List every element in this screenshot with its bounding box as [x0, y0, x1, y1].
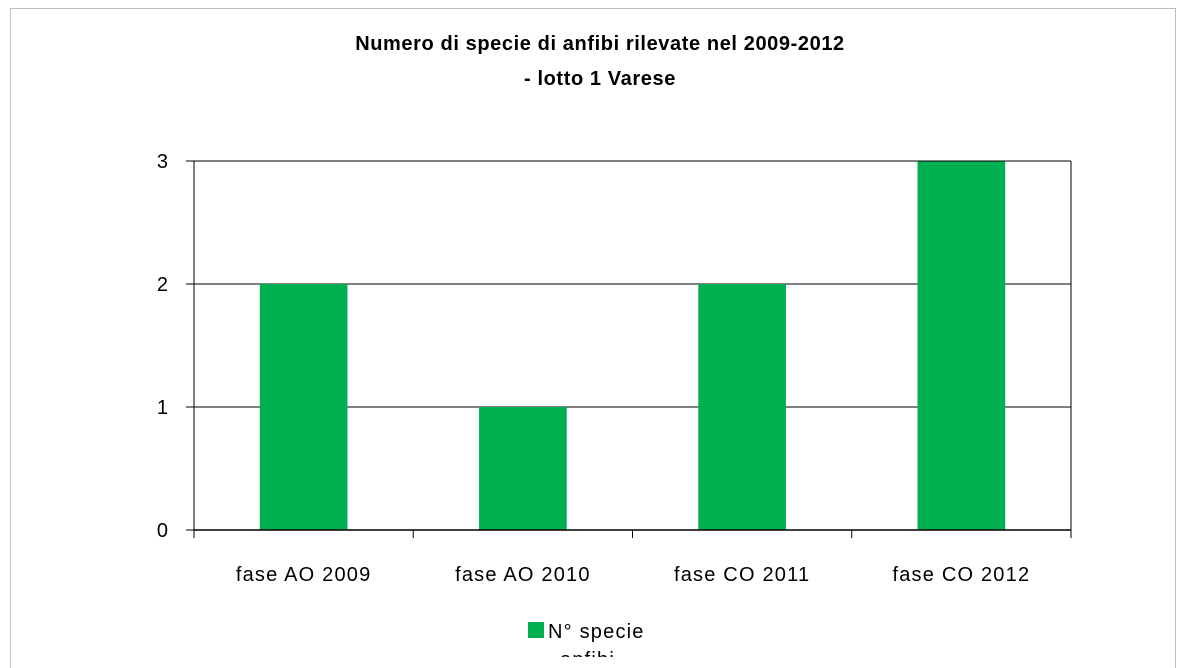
x-tick-label: fase AO 2009 [236, 564, 372, 586]
chart-title-line1: Numero di specie di anfibi rilevate nel … [355, 33, 845, 55]
bar-2 [479, 407, 567, 530]
plot-area: 0 1 2 3 fase AO 2009 fase AO 2010 fase CO 2011… [157, 151, 1072, 586]
y-tick-label: 0 [157, 520, 168, 542]
chart-title-line2: - lotto 1 Varese [524, 68, 676, 90]
legend: N° specie anfibi [528, 621, 645, 657]
legend-label-continued: anfibi [560, 649, 615, 657]
x-tick-label: fase CO 2011 [674, 564, 810, 586]
y-tick-label: 1 [157, 397, 168, 419]
x-tick-label: fase CO 2012 [892, 564, 1030, 586]
legend-label: N° specie [548, 621, 645, 643]
x-tick-label: fase AO 2010 [455, 564, 591, 586]
bar-3 [698, 284, 786, 530]
legend-swatch [528, 622, 544, 638]
y-tick-label: 2 [157, 274, 168, 296]
bar-1 [259, 284, 348, 530]
y-tick-label: 3 [157, 151, 168, 173]
bar-4 [917, 161, 1006, 530]
